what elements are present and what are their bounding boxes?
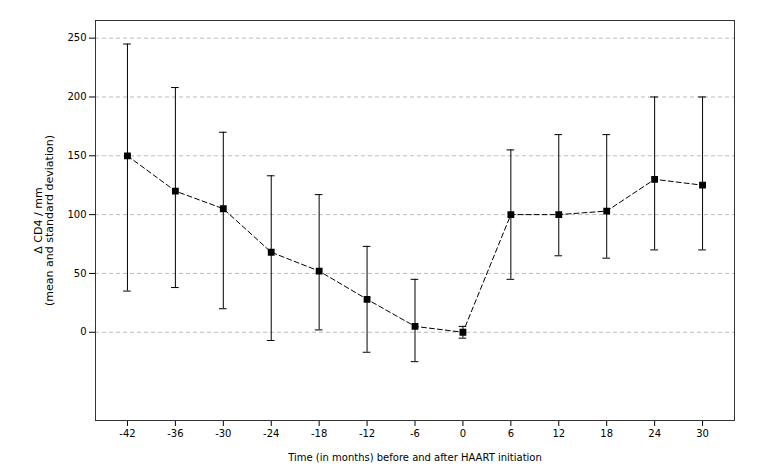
svg-text:-12: -12 xyxy=(359,428,375,439)
svg-text:-24: -24 xyxy=(263,428,279,439)
svg-text:50: 50 xyxy=(74,268,87,279)
svg-text:0: 0 xyxy=(460,428,466,439)
svg-text:0: 0 xyxy=(80,326,86,337)
svg-text:18: 18 xyxy=(600,428,613,439)
svg-text:200: 200 xyxy=(67,91,86,102)
svg-text:30: 30 xyxy=(696,428,709,439)
svg-text:-18: -18 xyxy=(311,428,327,439)
svg-text:100: 100 xyxy=(67,209,86,220)
svg-text:Time (in months) before and af: Time (in months) before and after HAART … xyxy=(287,452,542,463)
svg-text:250: 250 xyxy=(67,32,86,43)
svg-text:6: 6 xyxy=(508,428,514,439)
svg-text:24: 24 xyxy=(648,428,661,439)
svg-text:-6: -6 xyxy=(410,428,420,439)
svg-text:-36: -36 xyxy=(167,428,183,439)
svg-text:-42: -42 xyxy=(119,428,135,439)
svg-text:Δ CD4 / mm(mean and standard d: Δ CD4 / mm(mean and standard deviation) xyxy=(32,135,56,306)
svg-text:-30: -30 xyxy=(215,428,231,439)
svg-text:12: 12 xyxy=(552,428,565,439)
svg-text:150: 150 xyxy=(67,150,86,161)
